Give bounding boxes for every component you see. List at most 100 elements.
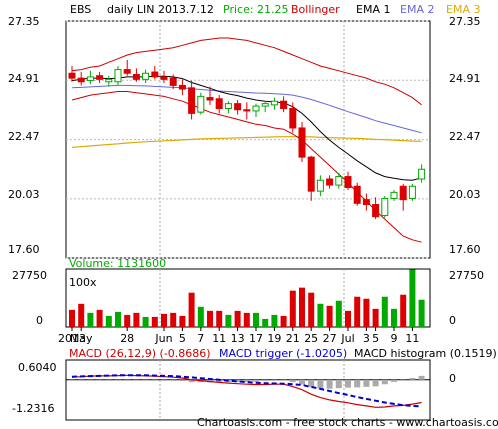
volume-multiplier: 100x (69, 276, 97, 289)
candle-body (399, 185, 407, 201)
volume-bar (409, 269, 416, 327)
candle-body (243, 109, 251, 112)
price-tick-right: 22.47 (449, 130, 481, 143)
macd-histogram-bar (335, 379, 342, 389)
macd-histogram-bar (142, 379, 149, 381)
volume-bar (381, 296, 388, 327)
volume-bar (115, 311, 121, 327)
ema2-line (71, 84, 422, 134)
candle-body (86, 76, 94, 82)
candle-body (215, 98, 223, 110)
candle-body (252, 105, 260, 112)
volume-bar (372, 308, 379, 327)
candle-body (408, 185, 416, 199)
volume-bar (354, 296, 361, 327)
volume-bar (262, 318, 269, 327)
volume-bar (317, 303, 324, 327)
candle-body (335, 176, 343, 186)
macd-histogram-bar (262, 379, 269, 382)
volume-bar (179, 315, 186, 327)
volume-bar (188, 292, 195, 327)
volume-bar (124, 314, 131, 327)
macd-histogram-bar (308, 379, 315, 388)
candle-body (132, 73, 140, 80)
candle-body (206, 97, 214, 101)
candle-body (142, 72, 150, 80)
volume-bar (418, 299, 425, 327)
candle-body (234, 103, 242, 111)
candle-body (298, 127, 306, 158)
x-tick-label: 21 (286, 332, 300, 345)
x-tick-label: 5 (179, 332, 186, 345)
x-tick-label: 25 (304, 332, 318, 345)
macd-histogram-bar (280, 379, 287, 381)
macd-histogram-bar (418, 375, 425, 380)
volume-tick-right: 27750 (449, 269, 484, 282)
macd-histogram-bar (105, 379, 112, 381)
macd-panel-frame (65, 359, 431, 421)
macd-histogram-bar (289, 379, 296, 383)
macd-histogram-bar (96, 379, 103, 381)
macd-histogram-legend: MACD histogram (0.1519) (354, 347, 497, 360)
ema3-line (71, 136, 422, 148)
price-tick-left: 20.03 (8, 188, 40, 201)
x-tick-label: 3 (363, 332, 370, 345)
macd-histogram-bar (391, 379, 397, 382)
x-tick-label: 2013 (58, 332, 86, 345)
volume-label: Volume: 1131600 (69, 257, 166, 270)
volume-bar (271, 314, 278, 327)
x-tick-label: 11 (212, 332, 226, 345)
x-tick-label: 5 (372, 332, 379, 345)
price-tick-left: 22.47 (8, 130, 40, 143)
candle-body (372, 204, 380, 218)
price-tick-right: 27.35 (449, 15, 481, 28)
macd-histogram-bar (133, 379, 140, 381)
macd-histogram-bar (400, 379, 407, 381)
macd-trigger-line (71, 374, 422, 408)
x-tick-label: 9 (391, 332, 398, 345)
volume-bar (170, 312, 177, 327)
macd-histogram-bar (151, 379, 158, 381)
macd-histogram-bar (299, 379, 305, 385)
price-tick-right: 20.03 (449, 188, 481, 201)
footer-credit: Chartoasis.com - free stock charts - www… (197, 416, 498, 429)
volume-bar (69, 309, 75, 327)
volume-tick-left: 27750 (12, 269, 47, 282)
volume-bar (225, 314, 232, 327)
period-label: daily LIN 2013.7.12 (107, 3, 214, 16)
candle-body (151, 71, 159, 78)
ema1-legend: EMA 1 (356, 3, 390, 16)
bollinger-upper-line (71, 37, 422, 106)
macd-tick-left: -1.2316 (12, 402, 54, 415)
volume-bar (345, 310, 351, 327)
volume-bar (391, 308, 397, 327)
volume-bar (133, 312, 140, 327)
candle-body (197, 95, 205, 113)
volume-bar (253, 312, 259, 327)
ema3-legend: EMA 3 (446, 3, 480, 16)
price-tick-left: 17.60 (8, 243, 40, 256)
x-tick-label: 17 (249, 332, 263, 345)
volume-bar (207, 310, 213, 327)
macd-histogram-bar (381, 379, 388, 385)
macd-histogram-bar (170, 379, 177, 381)
volume-bar (142, 316, 149, 327)
macd-tick-right: 0 (449, 372, 456, 385)
candle-body (188, 87, 196, 114)
macd-legend: MACD (26,12,9) (-0.8686) (69, 347, 211, 360)
volume-bar (400, 294, 407, 327)
candle-body (123, 69, 131, 74)
volume-bar (197, 306, 204, 327)
macd-histogram-bar (243, 379, 250, 382)
candle-body (353, 185, 361, 204)
macd-histogram-bar (188, 379, 195, 383)
candle-body (224, 103, 232, 110)
macd-histogram-bar (161, 379, 167, 381)
candle-body (307, 156, 315, 192)
x-tick-label: 13 (231, 332, 245, 345)
volume-bar (243, 312, 250, 327)
volume-bar (289, 290, 296, 327)
candle-body (326, 178, 334, 186)
x-tick-label: 7 (197, 332, 204, 345)
